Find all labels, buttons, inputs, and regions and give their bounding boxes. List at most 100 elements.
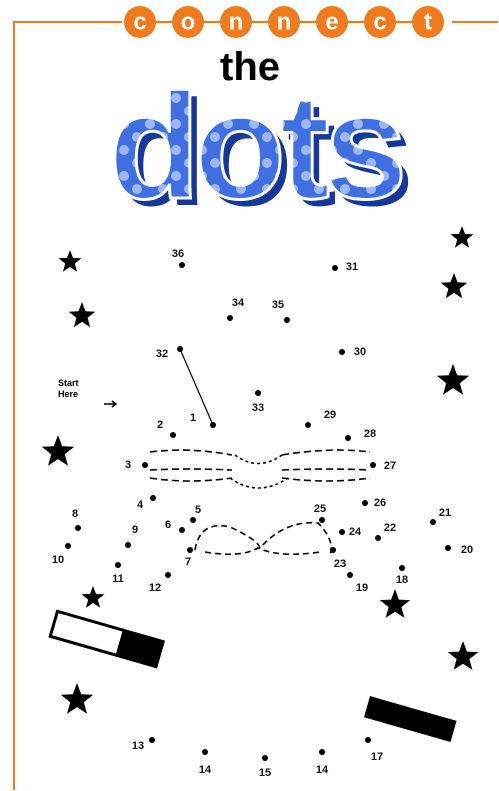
star: [81, 586, 105, 608]
start-label: Start: [58, 378, 79, 388]
dot-number: 19: [356, 582, 368, 594]
star: [58, 250, 82, 272]
dot: [370, 462, 376, 468]
dot: [115, 562, 121, 568]
dot: [75, 525, 81, 531]
marker: [363, 696, 457, 743]
dot: [187, 547, 193, 553]
dot-number: 4: [137, 499, 144, 511]
star: [450, 226, 474, 248]
dot: [227, 315, 233, 321]
dot-number: 36: [172, 248, 184, 260]
connect-letter: c: [373, 8, 386, 35]
dot: [142, 462, 148, 468]
dot-number: 18: [396, 574, 408, 586]
connect-letter: t: [424, 8, 432, 35]
star: [379, 589, 411, 618]
dot: [149, 737, 155, 743]
dot-number: 6: [165, 519, 171, 531]
dot-number: 17: [371, 751, 383, 763]
dot-number: 14: [316, 764, 329, 776]
dot-number: 28: [364, 428, 376, 440]
dot-number: 23: [334, 558, 346, 570]
dot: [179, 527, 185, 533]
letter-circle: [220, 6, 252, 38]
dot: [210, 422, 216, 428]
letter-circle: [364, 6, 396, 38]
letter-circle: [316, 6, 348, 38]
dot: [202, 749, 208, 755]
dot-number: 33: [252, 402, 264, 414]
dot-number: 2: [157, 419, 163, 431]
dot-number: 15: [259, 767, 271, 779]
dot: [190, 517, 196, 523]
dot-number: 14: [199, 764, 212, 776]
dot-number: 21: [439, 507, 451, 519]
dot: [179, 262, 185, 268]
dot: [125, 542, 131, 548]
frame: [13, 21, 498, 790]
star: [68, 302, 96, 328]
start-arrow: [104, 400, 118, 408]
dot-number: 30: [354, 346, 366, 358]
dot: [332, 265, 338, 271]
dot-number: 27: [384, 460, 396, 472]
dot: [375, 535, 381, 541]
dot: [65, 543, 71, 549]
letter-circle: [172, 6, 204, 38]
letter-circle: [412, 6, 444, 38]
dot: [330, 547, 336, 553]
dot-number: 32: [156, 348, 168, 360]
dot: [445, 545, 451, 551]
dot: [339, 529, 345, 535]
dot-number: 9: [132, 524, 138, 536]
connect-letter: n: [229, 8, 244, 35]
dot-number: 8: [72, 508, 78, 520]
letter-circle: [268, 6, 300, 38]
dot-number: 24: [349, 526, 362, 538]
dot-number: 35: [272, 299, 284, 311]
dot: [319, 749, 325, 755]
dot: [365, 737, 371, 743]
dot-number: 20: [461, 544, 473, 556]
dot-number: 26: [374, 497, 386, 509]
dot-number: 31: [346, 261, 358, 273]
dot-number: 11: [112, 573, 124, 585]
dot-number: 12: [149, 582, 161, 594]
dot: [399, 565, 405, 571]
dot: [177, 346, 183, 352]
connect-letter: c: [133, 8, 146, 35]
dot: [150, 495, 156, 501]
dot: [255, 390, 261, 396]
dot-number: 29: [324, 409, 336, 421]
connect-letter: e: [325, 8, 338, 35]
dot: [262, 755, 268, 761]
dot-number: 1: [190, 412, 196, 424]
star: [436, 364, 470, 395]
dot: [362, 500, 368, 506]
letter-circle: [124, 6, 156, 38]
star: [440, 273, 468, 299]
dot: [170, 432, 176, 438]
dot: [165, 572, 171, 578]
dots-shadow: dots: [116, 69, 409, 237]
stars: [41, 226, 479, 714]
dot-number: 22: [384, 522, 396, 534]
dot-number: 25: [314, 503, 326, 515]
the-title: the: [220, 45, 280, 89]
star: [60, 683, 94, 714]
eraser: [48, 609, 166, 669]
dot: [319, 517, 325, 523]
dot-number: 3: [125, 459, 131, 471]
dot: [347, 572, 353, 578]
connected-line: [179, 348, 214, 426]
dot: [345, 435, 351, 441]
connect-letter: o: [181, 8, 196, 35]
dot: [339, 349, 345, 355]
dot: [430, 519, 436, 525]
connect-letter: n: [277, 8, 292, 35]
dot-number: 10: [52, 554, 64, 566]
